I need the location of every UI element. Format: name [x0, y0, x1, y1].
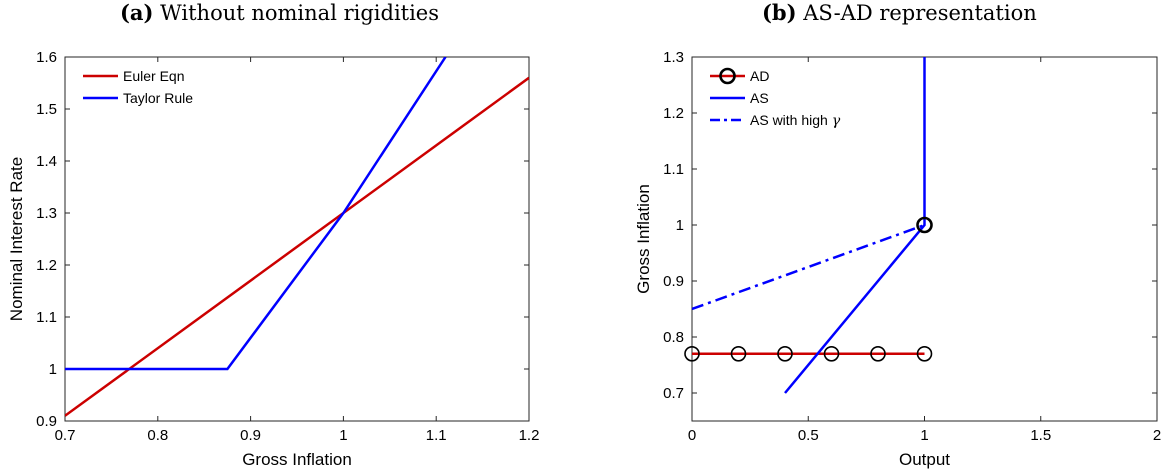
data-point-marker — [730, 345, 747, 362]
y-tick-label: 0.9 — [36, 413, 57, 430]
chart-a: 0.7 0.8 0.9 1 1.1 1.2 0.9 1 1.1 1.2 1.3 1.4 1.5 1.6 Gr… — [7, 49, 539, 469]
legend-a: Euler Eqn Taylor Rule — [83, 68, 193, 106]
y-tick-label: 1.4 — [36, 153, 57, 170]
panel-a-title: (a) Without nominal rigidities — [120, 0, 440, 25]
x-axis-label: Gross Inflation — [242, 450, 352, 469]
x-tick-label: 1 — [339, 427, 347, 444]
y-tick-label: 1.3 — [36, 205, 57, 222]
y-tick-label: 1.2 — [36, 257, 57, 274]
chart-b: 0 0.5 1 1.5 2 0.7 0.8 0.9 1 1.1 1.2 1.3 Output Gross … — [634, 49, 1161, 469]
data-point-marker — [823, 345, 840, 362]
x-tick-label: 0.7 — [55, 427, 76, 444]
x-tick-label: 1 — [920, 427, 928, 444]
x-tick-label: 0.9 — [240, 427, 261, 444]
x-tick-label: 1.5 — [1030, 427, 1051, 444]
axes-box-a — [64, 56, 530, 422]
data-point-marker — [777, 345, 793, 362]
legend-b: AD AS AS with high γ — [710, 67, 841, 129]
x-tick-label: 0 — [688, 427, 696, 444]
y-tick-label: 1.6 — [36, 49, 57, 66]
series-line-as — [784, 57, 926, 394]
x-tick-label: 2 — [1153, 427, 1161, 444]
legend-gamma-symbol: γ — [832, 113, 841, 129]
y-tick-label: 0.9 — [663, 273, 684, 290]
y-tick-label: 0.7 — [663, 385, 684, 402]
data-point-marker — [916, 345, 933, 362]
data-point-marker — [684, 345, 700, 362]
equilibrium-point-marker — [916, 216, 933, 234]
x-tick-label: 1.2 — [519, 427, 540, 444]
panel-b-title: (b) AS-AD representation — [762, 0, 1037, 25]
x-tick-label: 0.5 — [798, 427, 819, 444]
x-tick-label: 0.8 — [147, 427, 168, 444]
legend-label: Euler Eqn — [123, 68, 184, 84]
y-tick-label: 1 — [49, 361, 57, 378]
y-tick-label: 0.8 — [663, 329, 684, 346]
x-axis-label: Output — [899, 450, 950, 469]
legend-marker — [719, 67, 736, 85]
y-tick-label: 1.1 — [36, 309, 57, 326]
y-axis-label: Nominal Interest Rate — [7, 157, 26, 321]
legend-label: AS with high γ — [750, 112, 841, 129]
data-point-marker — [870, 345, 886, 362]
series-line-taylor-rule — [65, 57, 447, 371]
y-tick-label: 1.5 — [36, 101, 57, 118]
legend-label: AS — [750, 90, 769, 106]
series-line-euler-eqn — [65, 76, 529, 417]
legend-label: AD — [750, 68, 769, 84]
y-tick-label: 1 — [676, 217, 684, 234]
y-tick-label: 1.1 — [663, 161, 684, 178]
y-axis-label: Gross Inflation — [634, 184, 653, 294]
legend-label: Taylor Rule — [123, 90, 193, 106]
x-tick-label: 1.1 — [426, 427, 447, 444]
series-line-as-with-high- — [692, 223, 925, 311]
y-tick-label: 1.3 — [663, 49, 684, 66]
y-tick-label: 1.2 — [663, 105, 684, 122]
